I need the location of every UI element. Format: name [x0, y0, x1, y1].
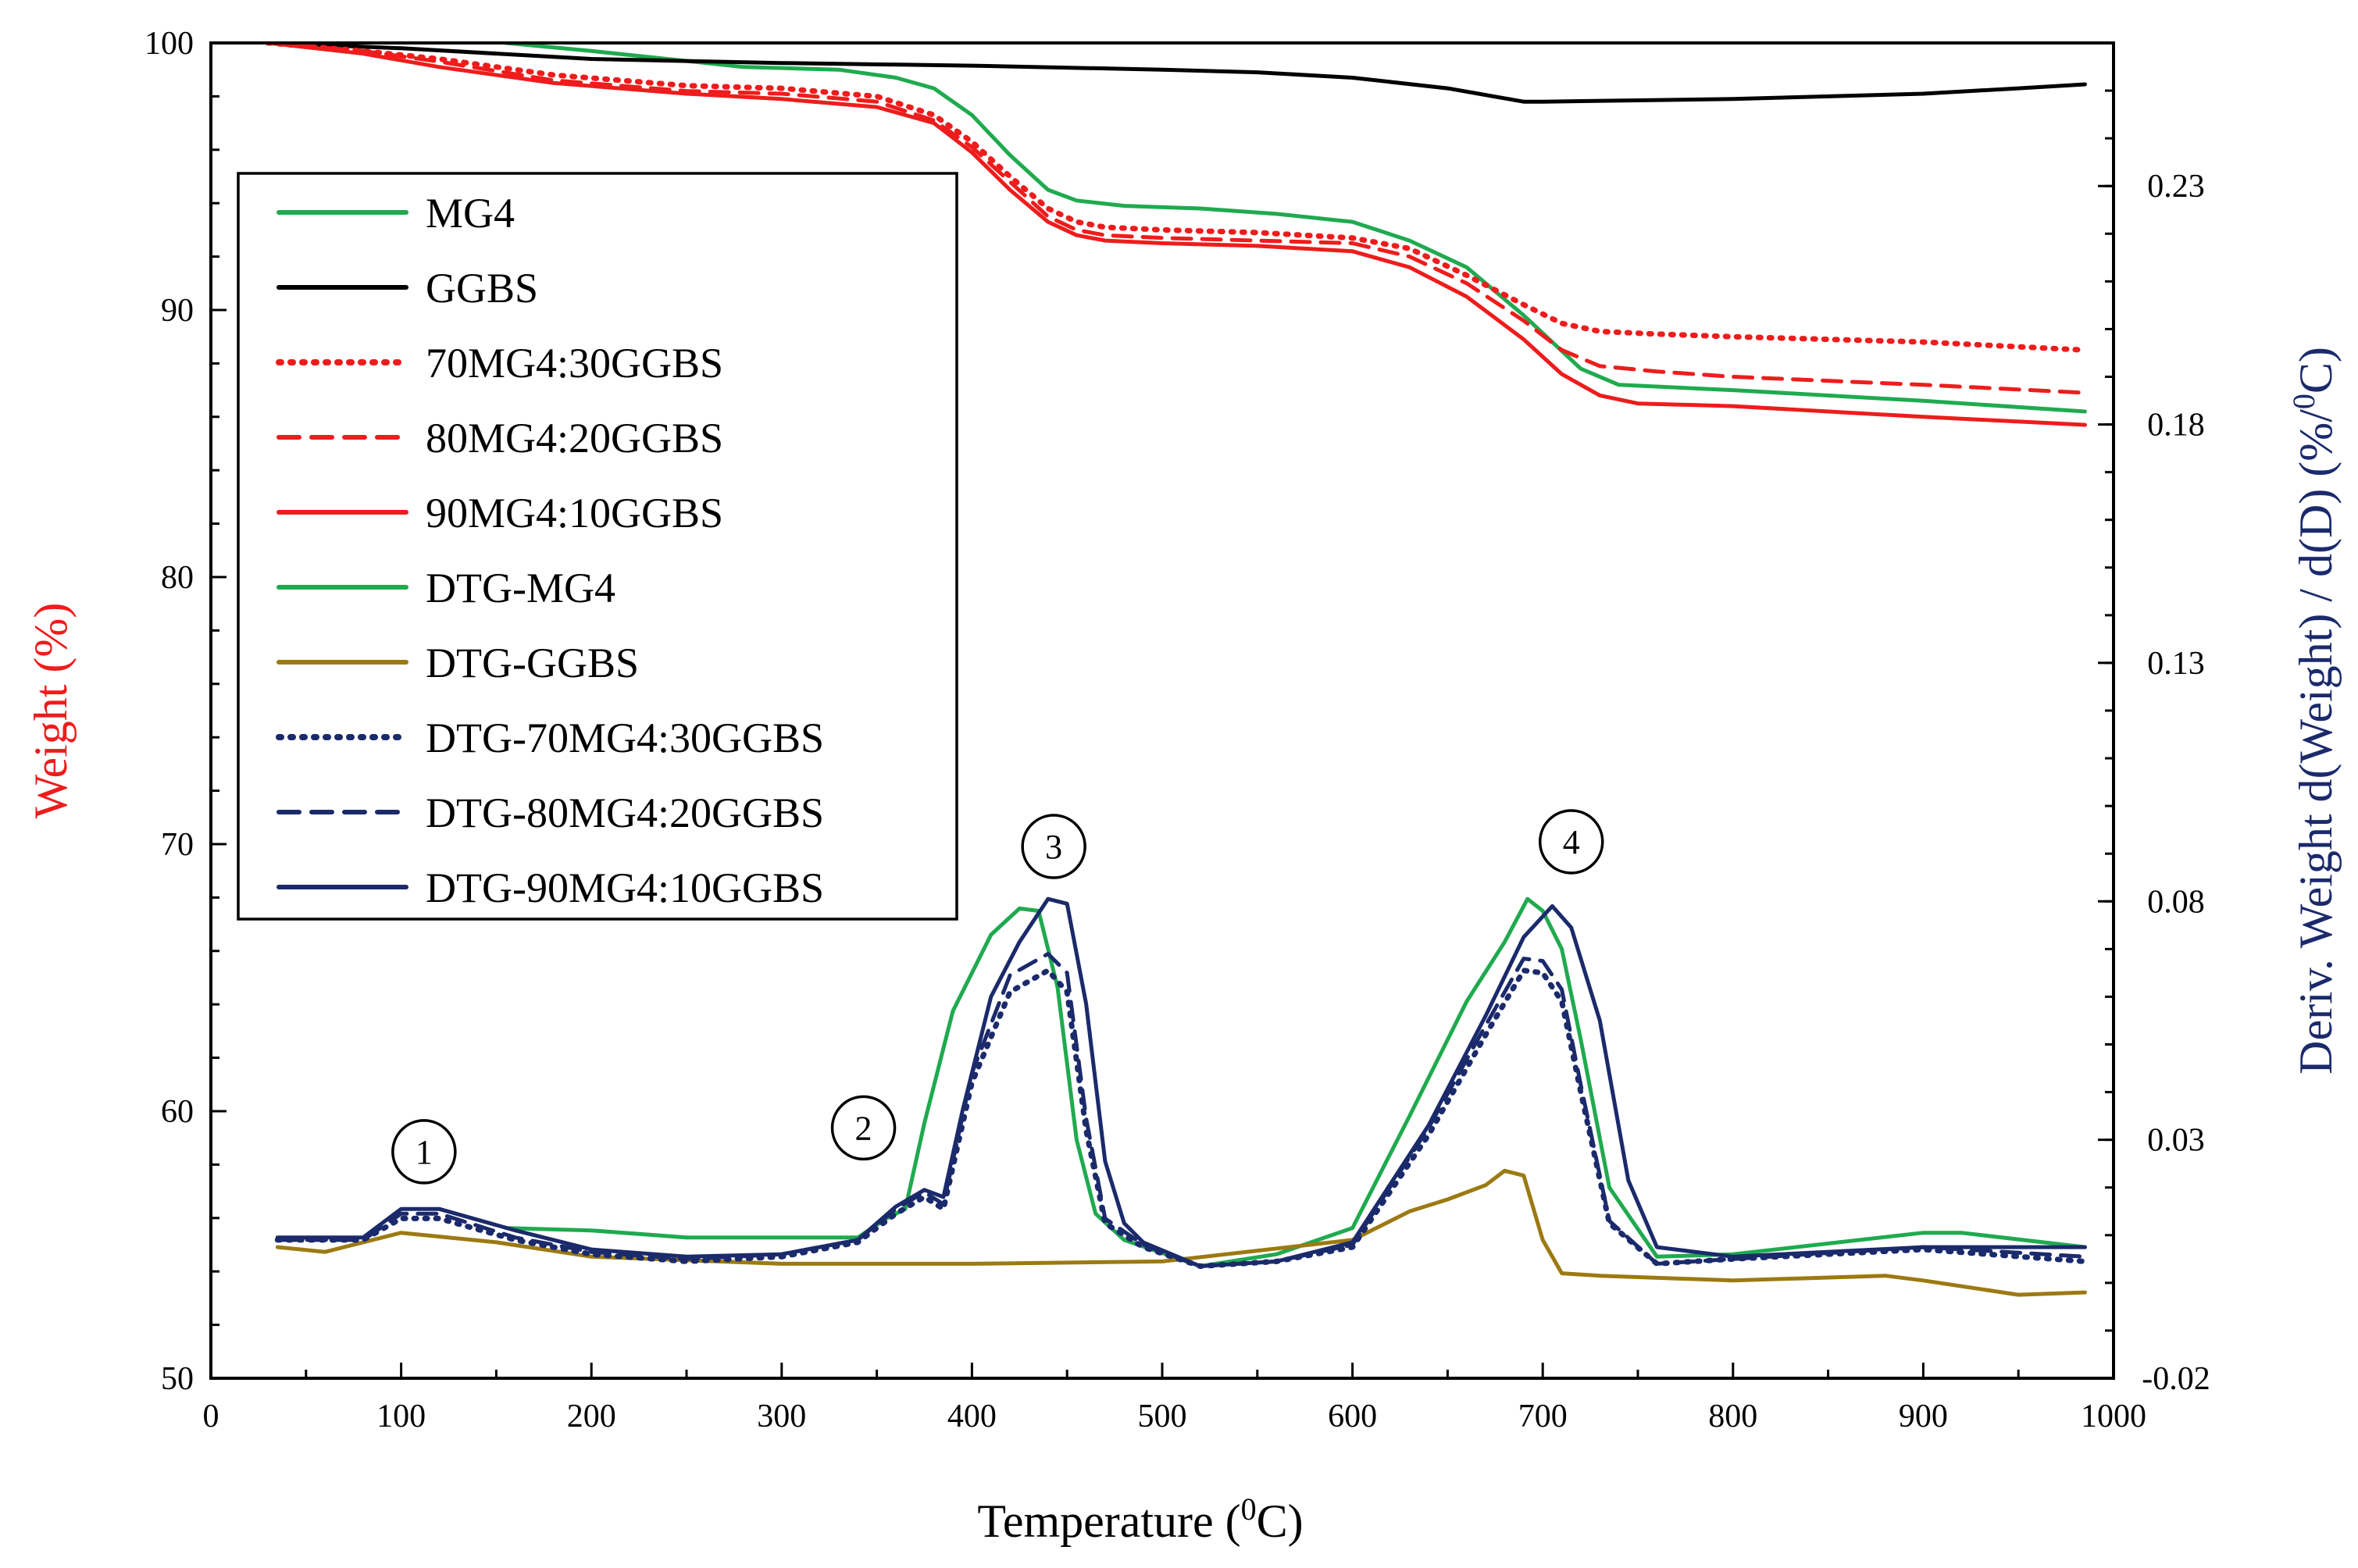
y-right-axis-title: Deriv. Weight d(Weight) / d(D) (%/0C) [2286, 347, 2342, 1074]
series-line-dtg-ggbs [275, 1168, 2087, 1297]
y-left-tick-label: 60 [161, 1094, 194, 1130]
legend-label: DTG-80MG4:20GGBS [426, 789, 824, 836]
series-line-dtg-80mg4-20ggbs [275, 952, 2087, 1268]
peak-marker-label: 4 [1563, 823, 1580, 861]
x-tick-label: 0 [203, 1399, 219, 1434]
legend-label: DTG-70MG4:30GGBS [426, 715, 824, 761]
x-tick-label: 500 [1138, 1399, 1187, 1434]
y-left-tick-label: 50 [161, 1361, 194, 1397]
legend-label: GGBS [426, 265, 538, 312]
x-tick-label: 1000 [2081, 1399, 2146, 1434]
x-tick-label: 600 [1328, 1399, 1377, 1434]
series-line-80mg4-20ggbs [266, 43, 2087, 395]
legend-label: DTG-MG4 [426, 565, 615, 611]
x-tick-label: 300 [757, 1399, 806, 1434]
peak-marker-circle [1538, 809, 1604, 875]
legend-box [237, 172, 958, 921]
legend-label: 70MG4:30GGBS [426, 340, 723, 387]
x-axis-title: Temperature (0C) [977, 1491, 1303, 1547]
x-tick-label: 700 [1518, 1399, 1568, 1434]
legend: MG4 GGBS 70MG4:30GGBS 80MG4:20GGBS 90MG4:10G… [237, 172, 958, 921]
y-right-tick-label: 0.08 [2147, 884, 2205, 920]
legend-label: MG4 [426, 190, 515, 237]
peak-marker-circle [391, 1119, 457, 1185]
series-line-dtg-mg4 [504, 896, 2087, 1268]
legend-label: 80MG4:20GGBS [426, 415, 723, 461]
x-axis-title-suffix: C) [1257, 1495, 1304, 1547]
y-left-tick-label: 80 [161, 560, 194, 596]
y-right-tick-label: 0.18 [2147, 408, 2205, 444]
x-tick-label: 900 [1899, 1399, 1948, 1434]
peak-marker-label: 3 [1045, 828, 1062, 866]
x-tick-label: 100 [376, 1399, 426, 1434]
legend-label: DTG-90MG4:10GGBS [426, 864, 824, 911]
series-line-mg4 [504, 43, 2087, 414]
legend-label: DTG-GGBS [426, 640, 639, 686]
y-right-axis-title-superscript: 0 [2286, 394, 2321, 409]
peak-marker-label: 2 [855, 1109, 872, 1147]
series-line-ggbs [266, 43, 2087, 104]
legend-label: 90MG4:10GGBS [426, 490, 723, 536]
y-right-tick-label: -0.02 [2142, 1361, 2210, 1397]
x-tick-label: 400 [947, 1399, 997, 1434]
series-line-dtg-70mg4-30ggbs [274, 968, 2088, 1269]
y-right-tick-label: 0.23 [2147, 169, 2205, 205]
y-right-axis-title-suffix: C) [2290, 347, 2342, 394]
series-line-90mg4-10ggbs [266, 43, 2087, 427]
y-left-axis-title: Weight (%) [25, 603, 77, 819]
series-line-dtg-90mg4-10ggbs [275, 896, 2087, 1268]
peak-marker-label: 1 [416, 1133, 433, 1171]
y-right-tick-label: 0.03 [2147, 1123, 2205, 1159]
y-right-tick-label: 0.13 [2147, 646, 2205, 682]
peak-marker-circle [830, 1095, 897, 1161]
x-tick-label: 800 [1708, 1399, 1757, 1434]
x-tick-label: 200 [567, 1399, 616, 1434]
y-left-tick-label: 70 [161, 827, 194, 863]
y-left-tick-label: 90 [161, 293, 194, 329]
y-left-tick-label: 100 [144, 26, 194, 62]
peak-marker-circle [1021, 814, 1086, 879]
x-axis-title-superscript: 0 [1241, 1491, 1257, 1527]
